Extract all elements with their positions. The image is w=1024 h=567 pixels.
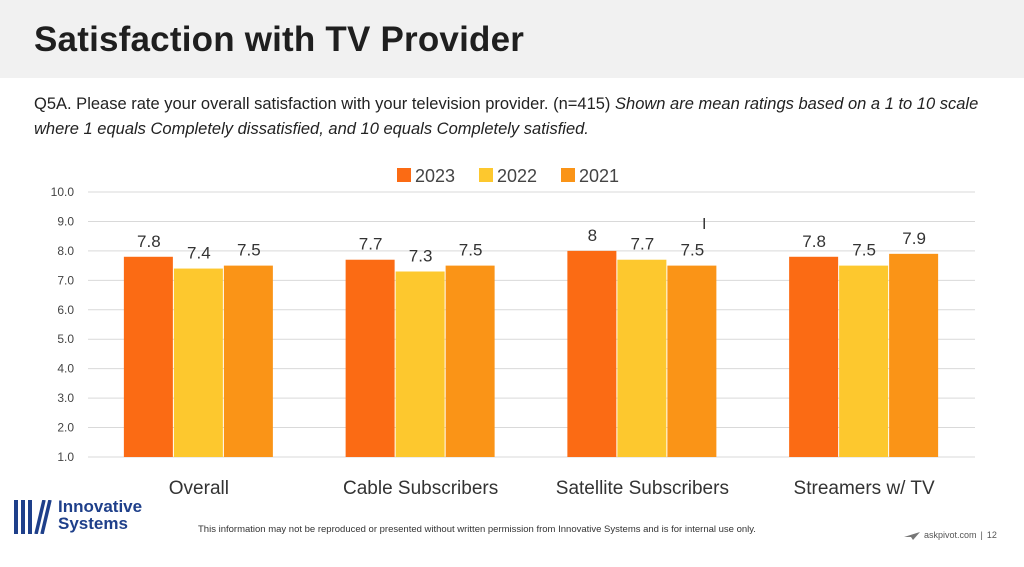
legend-label: 2022 — [497, 166, 537, 186]
bar-2023 — [123, 256, 173, 457]
bar-2023 — [345, 259, 395, 457]
y-tick-label: 2.0 — [57, 421, 74, 435]
page-number: 12 — [986, 530, 997, 540]
data-label: 7.5 — [681, 241, 705, 260]
y-tick-label: 5.0 — [57, 332, 74, 346]
title-band — [0, 0, 1024, 78]
page-separator: | — [980, 530, 983, 540]
y-tick-label: 9.0 — [57, 214, 74, 228]
logo-line2: Systems — [58, 514, 128, 533]
y-tick-label: 10.0 — [51, 185, 75, 199]
source-footer: askpivot.com | 12 — [904, 530, 997, 540]
bar-2023 — [789, 256, 839, 457]
data-label: 7.9 — [902, 229, 926, 248]
data-label: 7.7 — [631, 235, 655, 254]
bar-2023 — [567, 250, 617, 457]
x-category-label: Overall — [169, 478, 229, 499]
bar-2022 — [839, 265, 889, 457]
question-text: Q5A. Please rate your overall satisfacti… — [34, 92, 994, 142]
data-label: 8 — [588, 226, 597, 245]
bar-2022 — [173, 268, 223, 457]
bar-2021 — [223, 265, 273, 457]
innovative-systems-logo: Innovative Systems — [14, 498, 164, 538]
disclaimer: This information may not be reproduced o… — [198, 524, 756, 535]
data-label: 7.5 — [237, 241, 261, 260]
data-label: 7.3 — [409, 247, 433, 266]
legend-swatch — [561, 168, 575, 182]
y-tick-label: 6.0 — [57, 303, 74, 317]
bar-2021 — [889, 253, 939, 457]
data-label: 7.5 — [852, 241, 876, 260]
y-tick-label: 4.0 — [57, 362, 74, 376]
data-label: 7.5 — [459, 241, 483, 260]
logo-line1: Innovative — [58, 497, 143, 516]
data-label: 7.4 — [187, 244, 211, 263]
page-title: Satisfaction with TV Provider — [34, 20, 525, 59]
paper-plane-icon — [904, 531, 920, 540]
x-category-label: Cable Subscribers — [343, 478, 498, 499]
legend-label: 2021 — [579, 166, 619, 186]
data-label: 7.7 — [359, 235, 383, 254]
bar-2021 — [667, 265, 717, 457]
legend-swatch — [479, 168, 493, 182]
bar-2022 — [617, 259, 667, 457]
x-category-label: Satellite Subscribers — [556, 478, 729, 499]
data-label: 7.8 — [137, 232, 161, 251]
logo-text: Innovative Systems — [58, 498, 142, 532]
logo-bars-icon — [14, 500, 52, 534]
y-tick-label: 3.0 — [57, 391, 74, 405]
legend-swatch — [397, 168, 411, 182]
question-label: Q5A. Please rate your overall satisfacti… — [34, 95, 611, 113]
y-tick-label: 1.0 — [57, 450, 74, 464]
legend-label: 2023 — [415, 166, 455, 186]
text-cursor-icon: I — [702, 216, 707, 233]
x-category-label: Streamers w/ TV — [794, 478, 935, 499]
y-tick-label: 8.0 — [57, 244, 74, 258]
y-tick-label: 7.0 — [57, 273, 74, 287]
bar-2022 — [395, 271, 445, 457]
question-note: Shown are mean ratings based on a 1 to 1… — [34, 95, 979, 138]
source-link[interactable]: askpivot.com — [924, 530, 977, 540]
data-label: 7.8 — [802, 232, 826, 251]
bar-2021 — [445, 265, 495, 457]
